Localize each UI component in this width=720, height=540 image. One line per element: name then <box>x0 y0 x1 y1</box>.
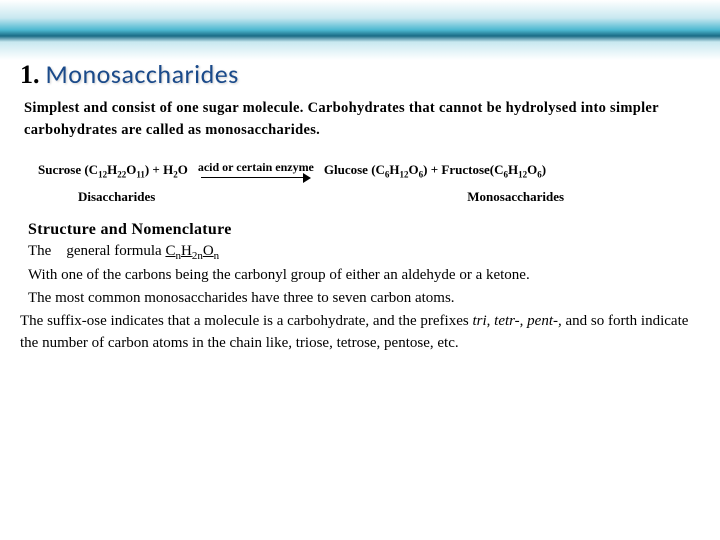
arrow-icon <box>201 173 311 183</box>
txt: O <box>178 162 188 177</box>
disaccharides-label: Disaccharides <box>78 189 155 205</box>
txt: ) <box>542 162 546 177</box>
txt: Sucrose (C <box>38 162 98 177</box>
title-row: 1. Monosaccharides <box>20 58 700 90</box>
txt: O <box>203 243 214 259</box>
txt: general formula <box>66 243 165 259</box>
txt: O <box>126 162 136 177</box>
sub: n <box>214 250 220 262</box>
txt: H <box>508 162 518 177</box>
product: Glucose (C6H12O6) + Fructose(C6H12O6) <box>324 162 546 180</box>
reaction-equation: Sucrose (C12H22O11) + H2O acid or certai… <box>38 160 700 183</box>
prefix-italic: tri <box>472 313 486 329</box>
txt: The suffix-ose indicates that a molecule… <box>20 313 472 329</box>
body-text: The general formula CnH2nOn With one of … <box>28 241 696 355</box>
txt: H <box>389 162 399 177</box>
txt: H <box>107 162 117 177</box>
sub: 12 <box>98 170 107 180</box>
reactant: Sucrose (C12H22O11) + H2O <box>38 162 188 180</box>
page-title: Monosaccharides <box>46 58 239 90</box>
body-line: With one of the carbons being the carbon… <box>28 265 696 287</box>
sub: 22 <box>117 170 126 180</box>
txt: O <box>409 162 419 177</box>
intro-paragraph: Simplest and consist of one sugar molecu… <box>24 98 696 142</box>
sub: 12 <box>518 170 527 180</box>
sub: 2n <box>192 250 203 262</box>
body-line: The most common monosaccharides have thr… <box>28 288 696 310</box>
body-line: The suffix-ose indicates that a molecule… <box>20 311 696 355</box>
txt: H <box>181 243 192 259</box>
section-number: 1. <box>20 60 40 90</box>
sub: 11 <box>136 170 145 180</box>
txt: O <box>527 162 537 177</box>
formula-line: The general formula CnH2nOn <box>28 241 696 265</box>
reaction-labels: Disaccharides Monosaccharides <box>20 189 700 205</box>
slide-content: 1. Monosaccharides Simplest and consist … <box>0 0 720 354</box>
reaction-arrow: acid or certain enzyme <box>198 160 314 183</box>
prefix-italic: tetr-, pent-, <box>494 313 562 329</box>
monosaccharides-label: Monosaccharides <box>467 189 564 205</box>
general-formula: CnH2nOn <box>165 243 219 259</box>
txt: C <box>165 243 175 259</box>
section-heading: Structure and Nomenclature <box>28 221 700 239</box>
txt: ) + H <box>145 162 173 177</box>
txt: The <box>28 243 55 259</box>
txt: ) + Fructose(C <box>423 162 503 177</box>
sub: 12 <box>400 170 409 180</box>
txt: Glucose (C <box>324 162 385 177</box>
